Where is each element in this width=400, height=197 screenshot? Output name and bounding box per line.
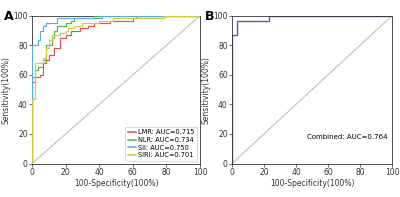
Text: B: B: [205, 10, 214, 23]
Legend: LMR: AUC=0.715, NLR: AUC=0.734, SII: AUC=0.750, SIRI: AUC=0.701: LMR: AUC=0.715, NLR: AUC=0.734, SII: AUC…: [126, 126, 197, 161]
Text: Combined: AUC=0.764: Combined: AUC=0.764: [307, 134, 387, 140]
X-axis label: 100-Specificity(100%): 100-Specificity(100%): [270, 179, 354, 189]
X-axis label: 100-Specificity(100%): 100-Specificity(100%): [74, 179, 158, 189]
Text: A: A: [4, 10, 13, 23]
Y-axis label: Sensitivity(100%): Sensitivity(100%): [202, 56, 210, 124]
Y-axis label: Sensitivity(100%): Sensitivity(100%): [2, 56, 10, 124]
